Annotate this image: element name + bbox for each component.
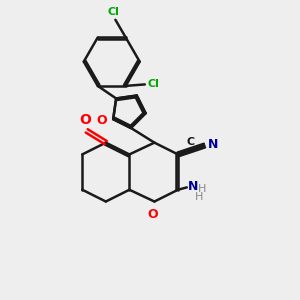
Text: N: N bbox=[188, 180, 199, 193]
Text: H: H bbox=[195, 192, 203, 202]
Text: H: H bbox=[198, 184, 206, 194]
Text: O: O bbox=[79, 113, 91, 127]
Text: O: O bbox=[148, 208, 158, 221]
Text: O: O bbox=[97, 114, 107, 127]
Text: Cl: Cl bbox=[108, 7, 120, 17]
Text: C: C bbox=[187, 137, 195, 147]
Text: Cl: Cl bbox=[147, 80, 159, 89]
Text: N: N bbox=[208, 138, 218, 151]
